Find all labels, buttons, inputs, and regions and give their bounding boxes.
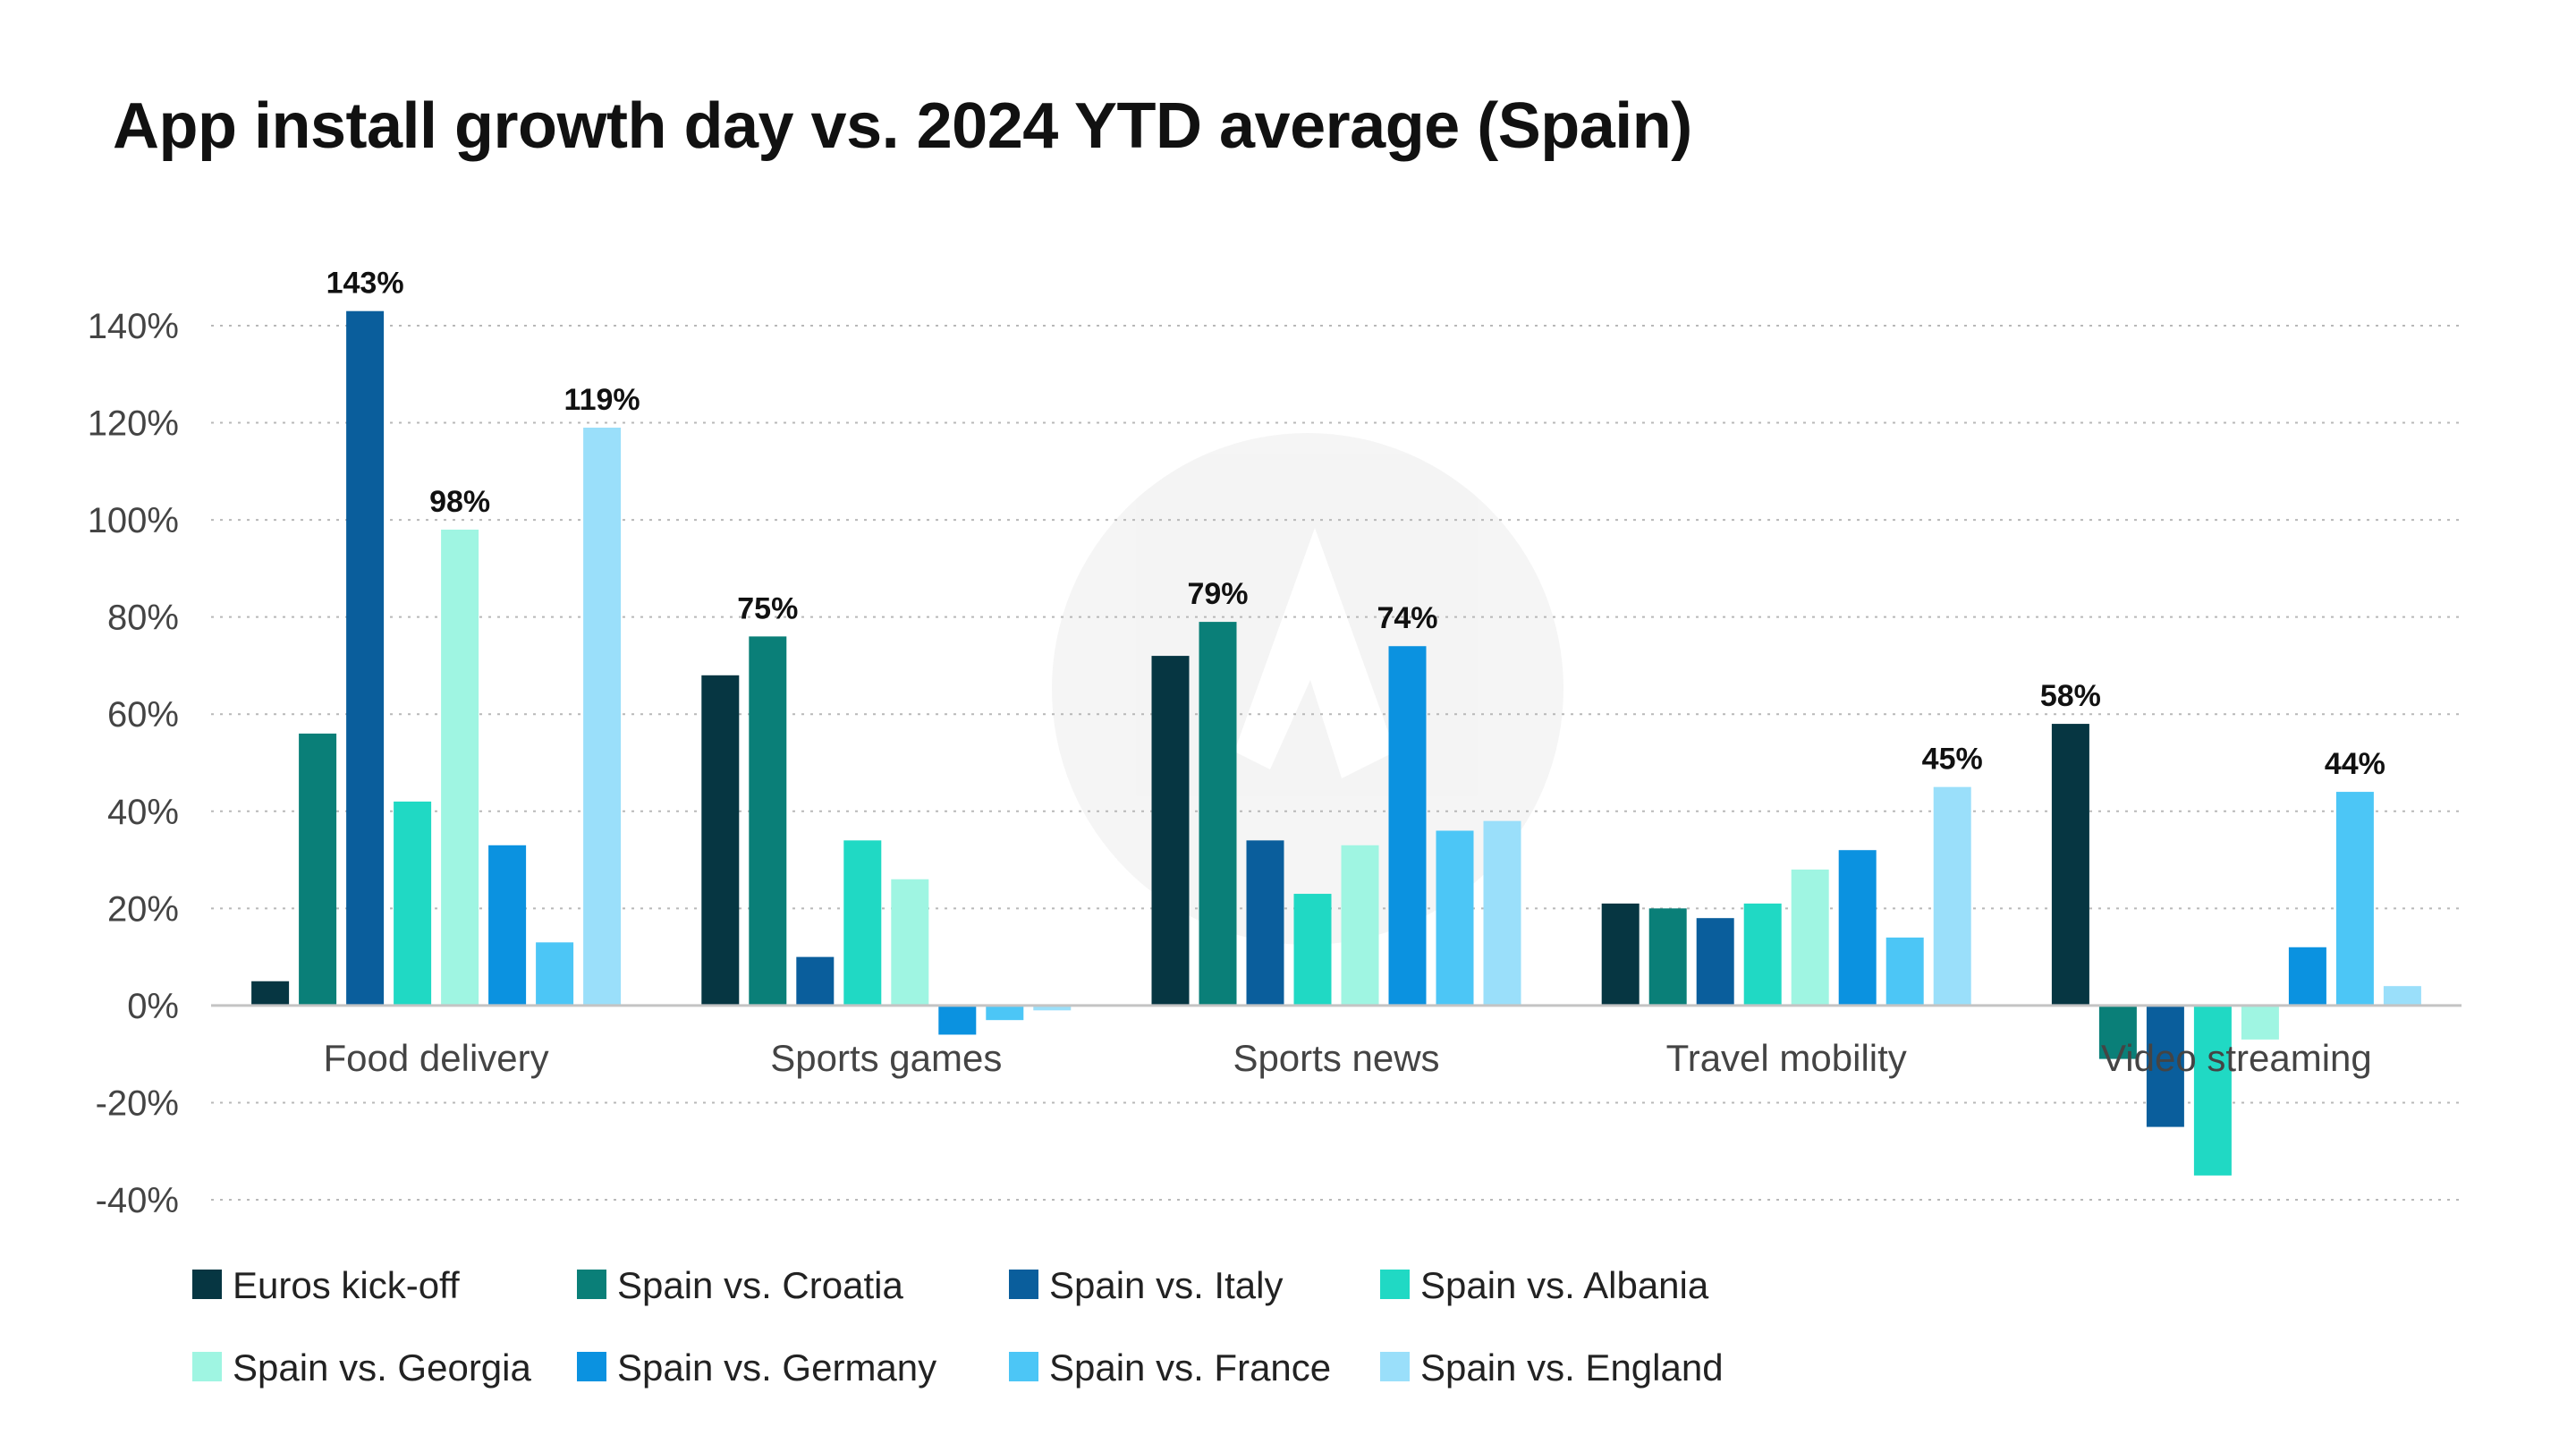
bar — [1648, 908, 1687, 1006]
legend-swatch — [192, 1270, 222, 1299]
legend-swatch — [192, 1352, 222, 1381]
data-label: 58% — [2040, 679, 2101, 713]
y-tick-label: -40% — [96, 1181, 179, 1220]
bar — [1341, 845, 1379, 1006]
bar — [1483, 820, 1521, 1006]
legend-label: Euros kick-off — [233, 1264, 460, 1306]
bar — [1151, 656, 1190, 1006]
bar — [1293, 894, 1332, 1006]
bar — [2193, 1005, 2232, 1176]
legend-swatch — [1009, 1270, 1038, 1299]
y-axis: 140% 120% 100% 80% 60% 40% 20% 0% -20% -40% — [88, 307, 179, 1220]
x-tick-label: Video streaming — [2101, 1037, 2372, 1079]
data-label: 79% — [1187, 577, 1248, 611]
legend-label: Spain vs. England — [1420, 1346, 1724, 1389]
legend: Euros kick-off Spain vs. Croatia Spain vs.… — [192, 1264, 1724, 1389]
chart-title: App install growth day vs. 2024 YTD aver… — [113, 90, 1692, 162]
bar — [488, 845, 527, 1006]
bar — [251, 981, 290, 1006]
bar — [2098, 1005, 2137, 1059]
legend-label: Spain vs. Georgia — [233, 1346, 531, 1389]
data-label: 74% — [1377, 601, 1437, 635]
bar — [2146, 1005, 2184, 1127]
y-tick-label: 60% — [107, 695, 179, 735]
data-label: 143% — [326, 267, 404, 301]
bar — [701, 675, 740, 1006]
y-tick-label: 100% — [88, 501, 179, 540]
legend-label: Spain vs. Germany — [617, 1346, 936, 1389]
bar — [1696, 918, 1734, 1006]
bar — [1436, 830, 1474, 1006]
data-label: 75% — [737, 591, 798, 625]
legend-swatch — [577, 1352, 606, 1381]
bars — [251, 310, 2421, 1176]
bar — [1885, 937, 1924, 1006]
bar — [441, 529, 479, 1006]
legend-swatch — [577, 1270, 606, 1299]
y-tick-label: 120% — [88, 404, 179, 444]
data-label: 45% — [1922, 743, 1983, 777]
x-tick-label: Sports news — [1233, 1037, 1439, 1079]
bar — [749, 636, 787, 1006]
legend-swatch — [1380, 1270, 1410, 1299]
x-tick-label: Travel mobility — [1666, 1037, 1907, 1079]
x-tick-label: Sports games — [770, 1037, 1002, 1079]
bar — [1246, 840, 1284, 1006]
x-axis: Food delivery Sports games Sports news Trav… — [324, 1037, 2372, 1079]
bar — [1838, 850, 1877, 1006]
bar — [1601, 903, 1640, 1006]
bar — [1791, 869, 1829, 1006]
legend-swatch — [1009, 1352, 1038, 1381]
bar — [2051, 724, 2089, 1006]
bar — [2241, 1005, 2279, 1040]
y-tick-label: -20% — [96, 1083, 179, 1123]
bar — [2288, 947, 2326, 1006]
bar — [2383, 986, 2421, 1006]
bar — [346, 310, 385, 1006]
y-tick-label: 0% — [127, 987, 179, 1026]
bar — [1199, 622, 1237, 1006]
legend-label: Spain vs. Croatia — [617, 1264, 903, 1306]
y-tick-label: 140% — [88, 307, 179, 346]
bar — [938, 1005, 977, 1035]
y-tick-label: 40% — [107, 793, 179, 832]
legend-label: Spain vs. Italy — [1049, 1264, 1283, 1306]
legend-label: Spain vs. Albania — [1420, 1264, 1709, 1306]
bar — [2335, 792, 2374, 1006]
data-label: 44% — [2325, 747, 2385, 781]
data-label: 98% — [429, 485, 490, 519]
data-label: 119% — [564, 383, 640, 417]
bar — [394, 801, 432, 1006]
bar — [843, 840, 882, 1006]
bar — [536, 942, 574, 1006]
bar — [891, 879, 929, 1006]
bar — [1033, 1005, 1072, 1011]
y-tick-label: 20% — [107, 889, 179, 929]
legend-swatch — [1380, 1352, 1410, 1381]
bar — [796, 956, 835, 1006]
data-labels: 143% 98% 119% 75% 79% 74% 45% 58% 44% — [326, 267, 2385, 781]
bar — [299, 733, 337, 1006]
bar — [1388, 646, 1427, 1006]
x-tick-label: Food delivery — [324, 1037, 549, 1079]
bar — [986, 1005, 1024, 1021]
y-tick-label: 80% — [107, 599, 179, 638]
bar — [583, 427, 622, 1006]
legend-label: Spain vs. France — [1049, 1346, 1331, 1389]
bar — [1743, 903, 1782, 1006]
bar — [1933, 786, 1971, 1006]
